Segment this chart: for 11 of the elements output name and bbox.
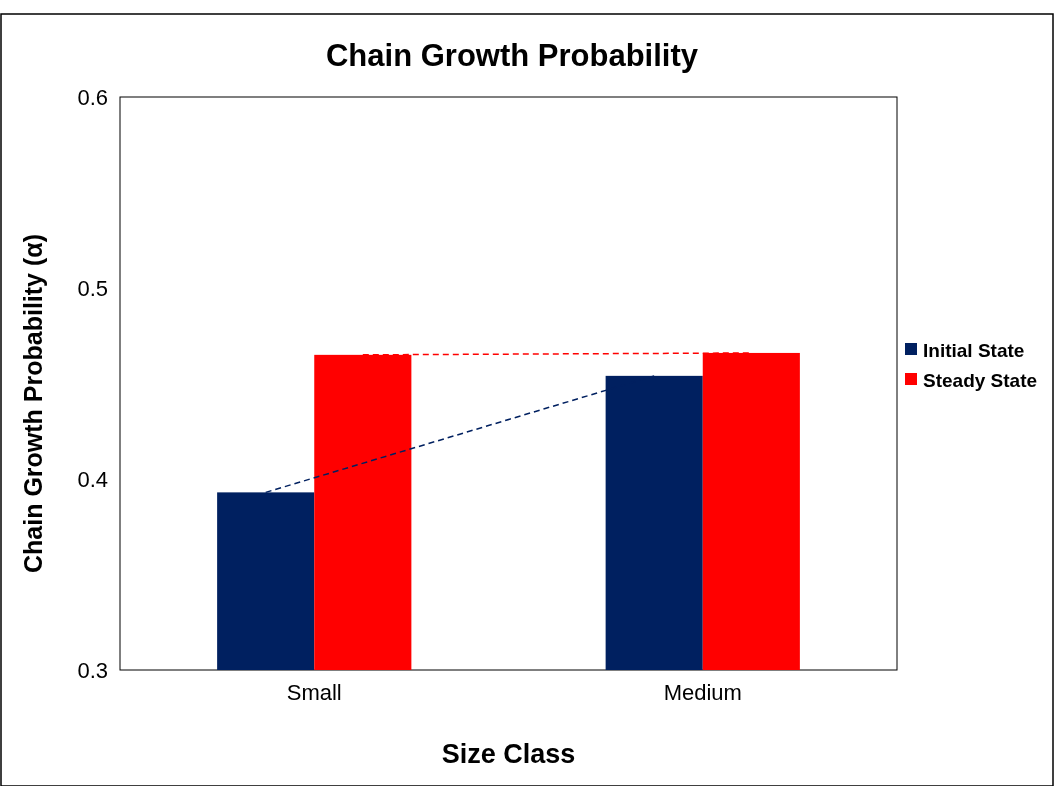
y-tick-label: 0.3 [77, 657, 108, 683]
x-tick-label: Medium [663, 680, 742, 705]
chart-title: Chain Growth Probability [325, 38, 699, 73]
x-axis-title: Size Class [441, 739, 576, 769]
y-tick-label: 0.5 [77, 275, 108, 301]
y-axis-title: Chain Growth Probability (α) [19, 234, 47, 573]
x-tick-label: Small [286, 680, 342, 705]
legend-label: Initial State [923, 339, 1025, 361]
legend-label: Steady State [923, 369, 1038, 391]
y-tick-label: 0.4 [77, 466, 108, 492]
y-tick-label: 0.6 [77, 84, 108, 110]
